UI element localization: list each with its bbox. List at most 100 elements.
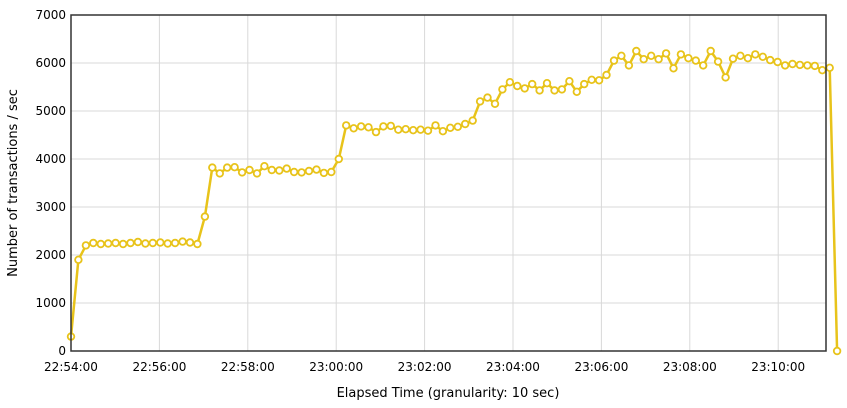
grid bbox=[70, 14, 826, 352]
data-point bbox=[141, 239, 150, 248]
y-tick-label: 1000 bbox=[35, 296, 66, 310]
data-point bbox=[520, 84, 529, 93]
data-point bbox=[602, 70, 611, 80]
data-point bbox=[275, 166, 284, 175]
data-point bbox=[364, 123, 373, 132]
data-point bbox=[475, 97, 485, 106]
data-point bbox=[565, 76, 574, 86]
data-point bbox=[713, 57, 723, 66]
data-point bbox=[803, 61, 812, 70]
data-point bbox=[304, 166, 314, 176]
data-point bbox=[758, 52, 767, 61]
x-tick-label: 22:56:00 bbox=[132, 360, 186, 374]
data-point bbox=[409, 125, 418, 135]
data-point bbox=[126, 238, 135, 248]
data-point bbox=[609, 56, 619, 65]
data-point bbox=[156, 238, 165, 247]
data-point bbox=[163, 239, 172, 248]
x-tick-label: 23:06:00 bbox=[574, 360, 628, 374]
data-point bbox=[423, 126, 433, 135]
data-point bbox=[490, 99, 500, 108]
data-point bbox=[773, 57, 782, 67]
data-point bbox=[416, 125, 425, 134]
data-point bbox=[639, 55, 648, 64]
x-tick-label: 22:54:00 bbox=[44, 360, 98, 374]
data-point bbox=[327, 167, 336, 177]
data-point bbox=[193, 239, 202, 249]
data-point bbox=[594, 76, 604, 85]
data-point bbox=[832, 346, 842, 356]
data-point bbox=[446, 123, 455, 132]
data-point bbox=[676, 50, 686, 59]
data-point bbox=[780, 61, 790, 70]
y-tick-label: 2000 bbox=[35, 248, 66, 262]
data-point bbox=[557, 85, 567, 94]
data-point bbox=[215, 169, 224, 178]
x-tick-label: 23:04:00 bbox=[486, 360, 540, 374]
data-point bbox=[118, 239, 128, 249]
data-point bbox=[208, 163, 217, 172]
data-point bbox=[74, 255, 83, 264]
x-tick-label: 23:00:00 bbox=[309, 360, 363, 374]
data-point bbox=[237, 168, 247, 177]
data-point bbox=[111, 238, 120, 248]
data-point bbox=[513, 81, 522, 91]
data-point bbox=[550, 86, 559, 95]
y-tick-label: 0 bbox=[58, 344, 66, 358]
x-axis-title: Elapsed Time (granularity: 10 sec) bbox=[337, 386, 560, 401]
data-point bbox=[371, 127, 381, 137]
data-point bbox=[647, 51, 656, 60]
x-tick-label: 22:58:00 bbox=[221, 360, 275, 374]
data-point bbox=[282, 164, 291, 173]
data-point bbox=[751, 50, 760, 59]
data-point bbox=[431, 121, 440, 130]
data-point bbox=[535, 86, 544, 95]
data-point bbox=[453, 122, 462, 131]
data-point bbox=[542, 78, 552, 88]
data-point bbox=[825, 63, 834, 72]
data-point bbox=[461, 119, 470, 129]
data-point bbox=[178, 237, 187, 246]
data-point bbox=[669, 64, 678, 73]
data-point bbox=[252, 169, 262, 178]
data-point bbox=[81, 241, 91, 250]
data-point bbox=[200, 212, 210, 221]
data-point bbox=[319, 168, 329, 178]
data-point bbox=[103, 239, 113, 248]
data-point bbox=[691, 56, 700, 65]
data-point bbox=[498, 85, 507, 94]
series-layer bbox=[66, 46, 842, 356]
data-point bbox=[818, 65, 827, 75]
data-point bbox=[334, 154, 343, 164]
data-point bbox=[617, 51, 626, 60]
x-tick-label: 23:10:00 bbox=[751, 360, 805, 374]
data-point bbox=[788, 59, 797, 69]
data-point bbox=[572, 87, 581, 96]
data-point bbox=[342, 121, 351, 130]
data-point bbox=[312, 165, 321, 174]
data-point bbox=[394, 125, 403, 134]
data-point bbox=[356, 122, 366, 131]
data-point bbox=[222, 163, 232, 172]
data-point bbox=[684, 54, 693, 63]
data-point bbox=[297, 168, 306, 177]
data-point bbox=[438, 126, 448, 136]
data-point bbox=[661, 49, 671, 58]
data-point bbox=[699, 61, 708, 70]
y-tick-label: 6000 bbox=[35, 56, 66, 70]
data-point bbox=[468, 116, 477, 125]
y-tick-label: 5000 bbox=[35, 104, 66, 118]
x-tick-label: 23:08:00 bbox=[663, 360, 717, 374]
data-point bbox=[580, 79, 589, 89]
data-point bbox=[505, 77, 515, 87]
data-point bbox=[267, 165, 276, 175]
data-point bbox=[245, 165, 254, 175]
x-tick-label: 23:02:00 bbox=[398, 360, 452, 374]
data-point bbox=[728, 54, 738, 63]
data-point bbox=[721, 73, 730, 82]
data-point bbox=[654, 55, 663, 64]
data-point bbox=[743, 54, 753, 63]
y-tick-label: 7000 bbox=[35, 8, 66, 22]
data-point bbox=[810, 61, 819, 71]
